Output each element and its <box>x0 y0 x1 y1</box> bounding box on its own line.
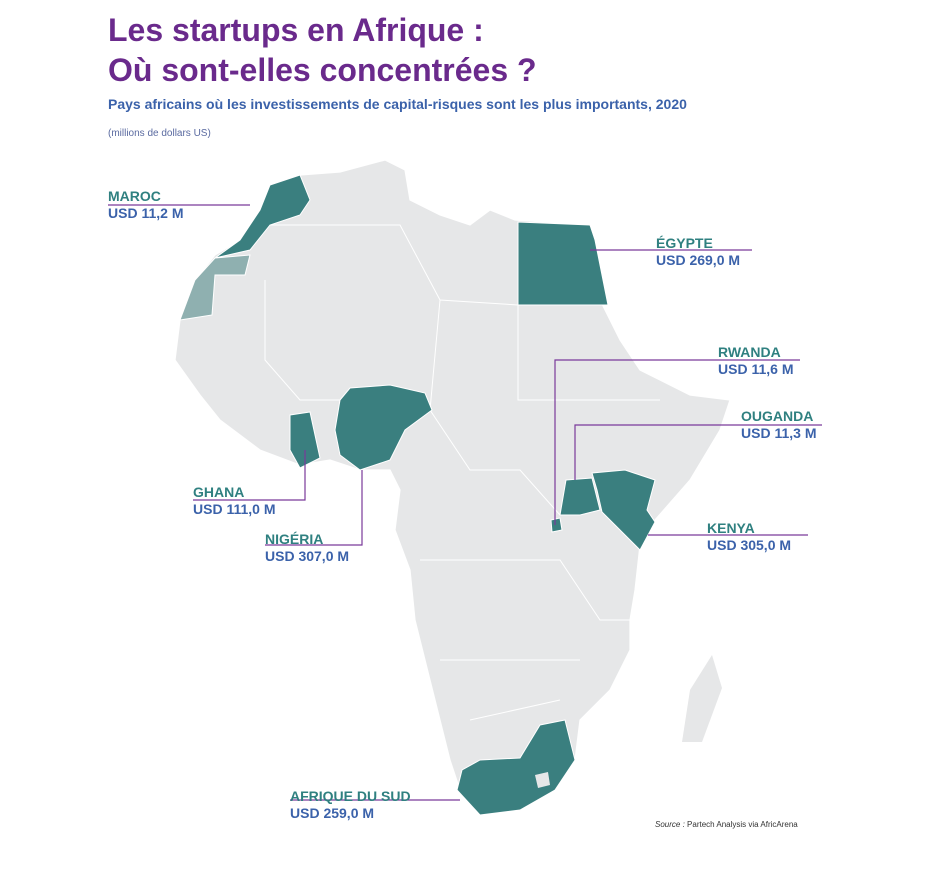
unit-note: (millions de dollars US) <box>108 128 211 139</box>
kenya-shape <box>591 469 656 551</box>
south-africa-shape <box>456 719 576 816</box>
country-name: OUGANDA <box>741 408 814 424</box>
leader-lines <box>108 204 822 801</box>
country-name: ÉGYPTE <box>656 235 713 251</box>
label-rwanda: RWANDA USD 11,6 M <box>718 344 793 378</box>
label-ghana: GHANA USD 111,0 M <box>193 484 276 518</box>
lesotho-shape <box>535 772 550 788</box>
country-value: USD 307,0 M <box>265 548 350 564</box>
country-value: USD 11,3 M <box>741 425 817 441</box>
country-value: USD 11,6 M <box>718 361 794 377</box>
uganda-shape <box>559 477 601 516</box>
country-value: USD 259,0 M <box>290 805 375 821</box>
source-text: Partech Analysis via AfricArena <box>687 820 798 829</box>
country-value: USD 305,0 M <box>707 537 792 553</box>
label-nigeria: NIGÉRIA USD 307,0 M <box>265 531 349 565</box>
madagascar <box>682 655 722 742</box>
title-line-1: Les startups en Afrique : <box>108 12 484 48</box>
nigeria-shape <box>334 384 433 471</box>
country-value: USD 269,0 M <box>656 252 741 268</box>
country-name: AFRIQUE DU SUD <box>290 788 411 804</box>
country-name: NIGÉRIA <box>265 531 324 547</box>
subtitle: Pays africains où les investissements de… <box>108 96 687 112</box>
country-value: USD 111,0 M <box>193 501 276 517</box>
source-note: Source : Partech Analysis via AfricArena <box>655 820 798 829</box>
egypt-shape <box>517 221 609 306</box>
country-name: RWANDA <box>718 344 781 360</box>
ghana-shape <box>289 411 321 469</box>
country-borders <box>264 224 660 721</box>
label-maroc: MAROC USD 11,2 M <box>108 188 183 222</box>
morocco-shape <box>214 174 311 259</box>
rwanda-shape <box>550 517 563 533</box>
source-label: Source : <box>655 820 685 829</box>
country-name: MAROC <box>108 188 161 204</box>
africa-landmass <box>174 159 731 816</box>
label-egypte: ÉGYPTE USD 269,0 M <box>656 235 740 269</box>
page-title: Les startups en Afrique : Où sont-elles … <box>108 10 537 90</box>
label-afrique-du-sud: AFRIQUE DU SUD USD 259,0 M <box>290 788 411 822</box>
western-sahara-shape <box>179 254 251 321</box>
country-value: USD 11,2 M <box>108 205 184 221</box>
country-name: KENYA <box>707 520 755 536</box>
label-kenya: KENYA USD 305,0 M <box>707 520 791 554</box>
country-name: GHANA <box>193 484 245 500</box>
label-ouganda: OUGANDA USD 11,3 M <box>741 408 816 442</box>
title-line-2: Où sont-elles concentrées ? <box>108 52 537 88</box>
